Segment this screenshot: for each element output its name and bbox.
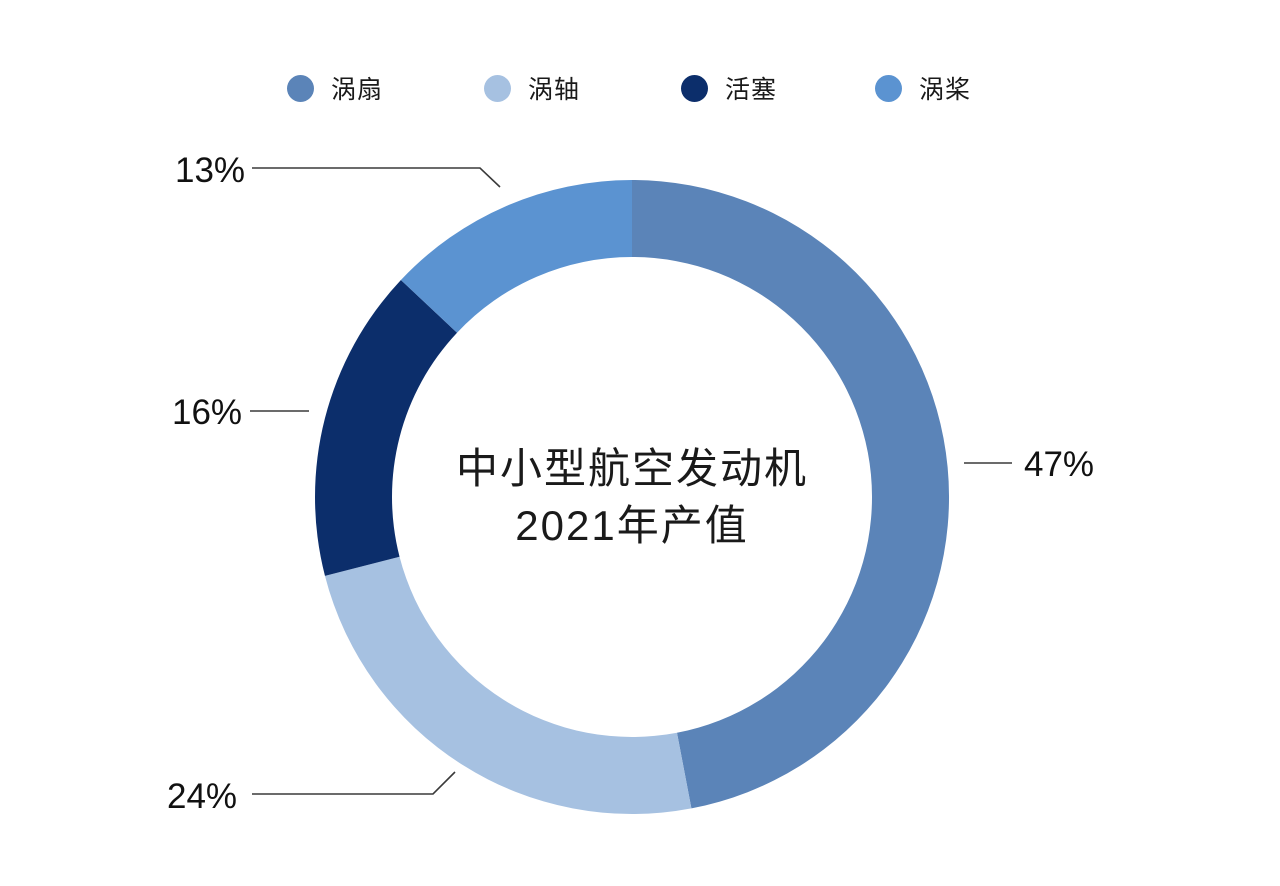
chart-legend: 涡扇 涡轴 活塞 涡桨 xyxy=(0,70,1280,104)
legend-label-turboprop: 涡桨 xyxy=(919,76,972,104)
chart-title-line1: 中小型航空发动机 xyxy=(455,445,809,492)
chart-title-line2: 2021年产值 xyxy=(515,502,749,549)
percent-label-turboshaft: 24% xyxy=(167,777,238,816)
legend-item-turbofan: 涡扇 xyxy=(287,70,383,106)
percent-label-turbofan: 47% xyxy=(1024,445,1095,484)
percent-label-piston: 16% xyxy=(172,393,243,432)
legend-label-turboshaft: 涡轴 xyxy=(528,76,581,104)
legend-item-piston: 活塞 xyxy=(681,70,777,106)
donut-segment-turboprop xyxy=(400,180,632,333)
chart-title: 中小型航空发动机 2021年产值 xyxy=(456,440,808,554)
legend-swatch-piston-icon xyxy=(681,74,708,102)
legend-label-piston: 活塞 xyxy=(725,76,778,104)
leader-line-turboprop xyxy=(252,167,501,188)
legend-swatch-turboprop-icon xyxy=(875,74,902,102)
legend-swatch-turboshaft-icon xyxy=(484,74,511,102)
legend-swatch-turbofan-icon xyxy=(287,74,314,102)
donut-segment-turboshaft xyxy=(324,556,692,815)
donut-segment-piston xyxy=(315,280,458,576)
donut-segment-turbofan xyxy=(632,180,950,809)
legend-label-turbofan: 涡扇 xyxy=(331,76,384,104)
leader-line-turboshaft xyxy=(252,771,456,795)
percent-label-turboprop: 13% xyxy=(175,151,246,190)
legend-item-turboprop: 涡桨 xyxy=(875,70,971,106)
legend-item-turboshaft: 涡轴 xyxy=(484,70,580,106)
